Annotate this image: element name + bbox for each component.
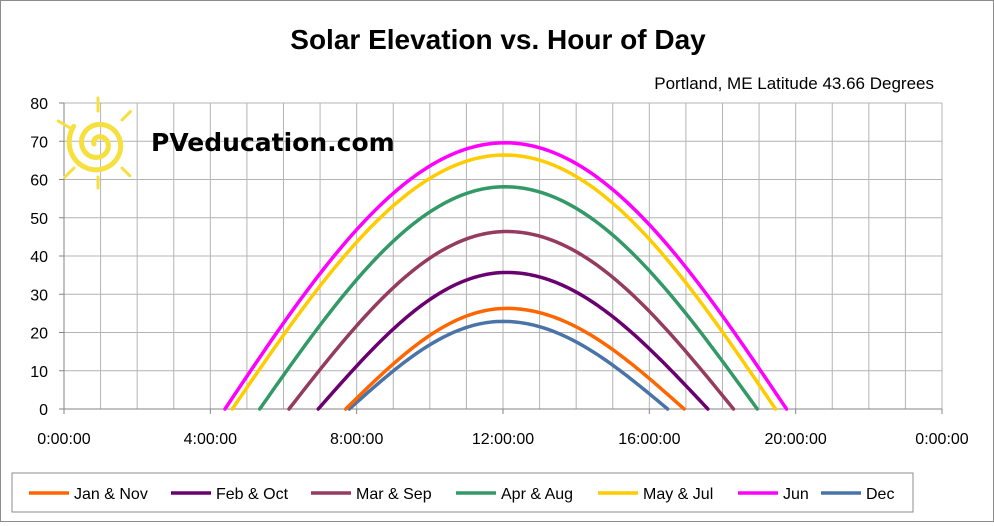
legend-label-dec: Dec	[866, 486, 894, 503]
y-tick-label: 20	[30, 326, 48, 343]
legend-label-jun: Jun	[783, 486, 809, 503]
y-tick-label: 60	[30, 173, 48, 190]
series-line-mar-sep	[287, 229, 736, 411]
legend-label-mar-sep: Mar & Sep	[356, 486, 432, 503]
y-tick-label: 50	[30, 211, 48, 228]
sun-spiral-icon	[56, 96, 133, 190]
watermark: PVeducation.com	[56, 96, 395, 190]
chart-title: Solar Elevation vs. Hour of Day	[290, 24, 706, 55]
x-tick-label: 20:00:00	[765, 431, 827, 448]
series-lines	[223, 141, 789, 411]
legend-label-apr-aug: Apr & Aug	[501, 486, 573, 503]
sun-ray	[63, 166, 76, 179]
chart-subtitle: Portland, ME Latitude 43.66 Degrees	[654, 74, 934, 93]
series-line-apr-aug	[257, 185, 759, 411]
legend-label-jan-nov: Jan & Nov	[74, 486, 148, 503]
y-tick-label: 80	[30, 96, 48, 113]
series-line-jan-nov	[343, 306, 686, 411]
legend-entries: Jan & Nov Feb & Oct Mar & Sep Apr & Aug May …	[29, 486, 894, 503]
series-line-jun	[223, 141, 789, 411]
legend-label-feb-oct: Feb & Oct	[216, 486, 289, 503]
legend-label-may-jul: May & Jul	[643, 486, 713, 503]
x-tick-label: 4:00:00	[184, 431, 237, 448]
sun-ray	[56, 119, 72, 130]
sun-spiral	[66, 121, 124, 173]
x-tick-label: 16:00:00	[618, 431, 680, 448]
x-tick-label: 8:00:00	[330, 431, 383, 448]
y-tick-label: 0	[39, 402, 48, 419]
series-line-feb-oct	[316, 270, 710, 411]
sun-ray	[120, 109, 133, 122]
y-tick-label: 40	[30, 249, 48, 266]
y-tick-label: 30	[30, 287, 48, 304]
x-tick-label: 12:00:00	[472, 431, 534, 448]
x-tick-label: 0:00:00	[37, 431, 90, 448]
watermark-text: PVeducation.com	[151, 128, 395, 157]
x-tick-label: 0:00:00	[915, 431, 968, 448]
series-line-may-jul	[230, 153, 778, 411]
y-tick-label: 70	[30, 134, 48, 151]
sun-ray	[120, 166, 132, 178]
y-tick-label: 10	[30, 364, 48, 381]
axes: 0 10 20 30 40 50 60 70 80 0:00:00 4:00:00 8:00:00 12…	[30, 96, 969, 448]
series-line-dec	[347, 319, 670, 411]
